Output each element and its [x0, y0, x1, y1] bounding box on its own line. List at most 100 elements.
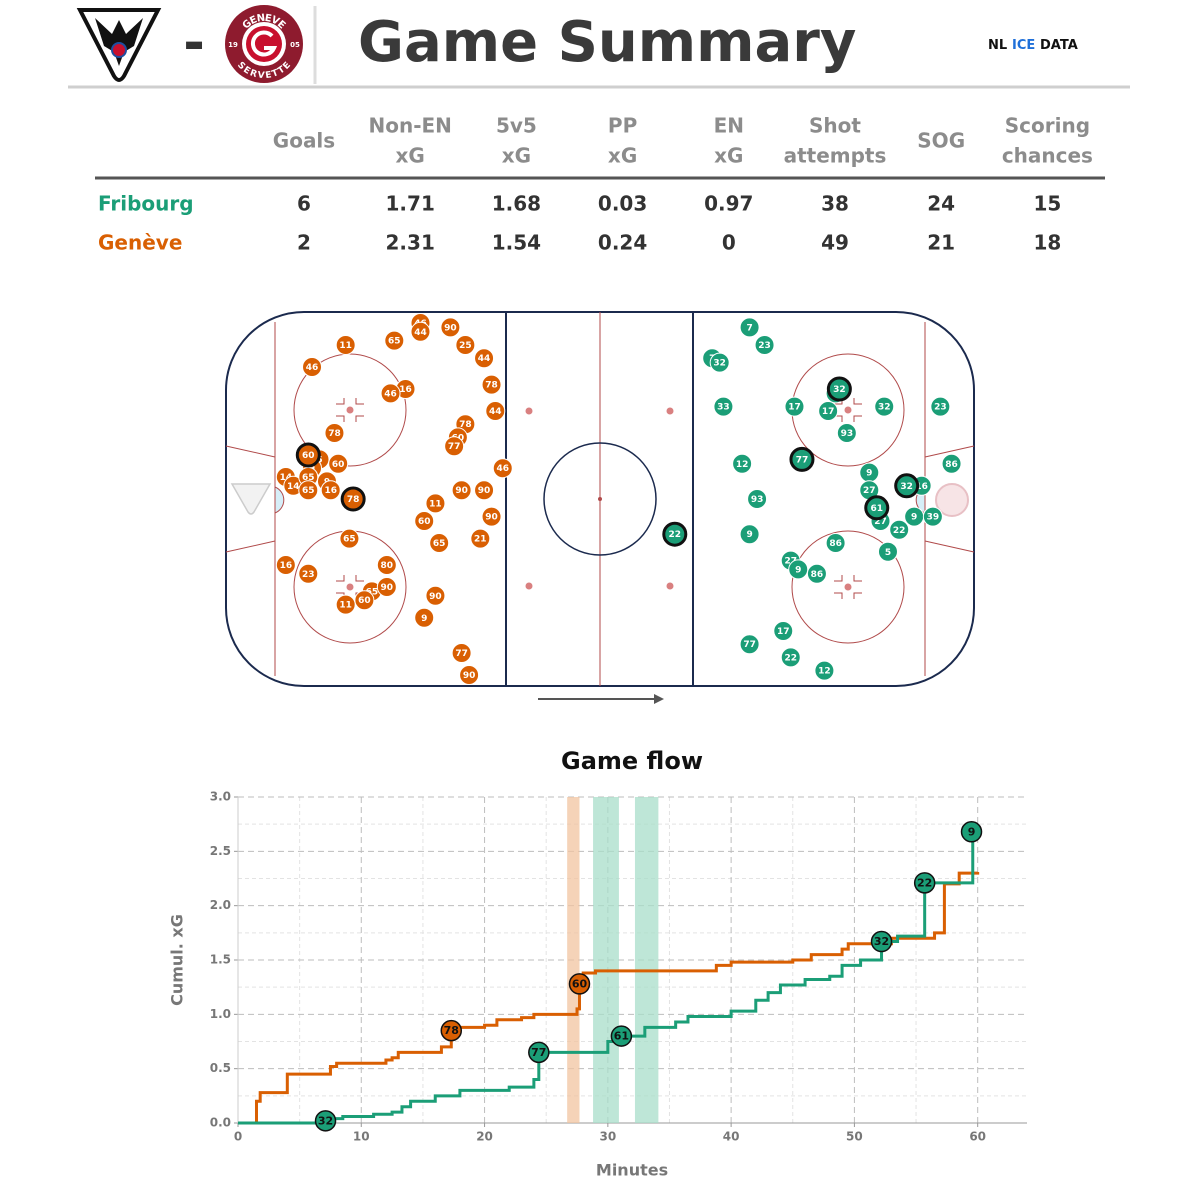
shot-label: 14 — [280, 473, 293, 483]
shot: 22 — [889, 519, 910, 540]
goal-dot — [610, 1025, 633, 1047]
shot-label: 61 — [870, 504, 883, 514]
shot-dot — [941, 453, 962, 474]
shot: 46 — [302, 357, 323, 377]
shot-dot — [709, 352, 730, 373]
shot-dot — [339, 528, 360, 549]
goal-dot — [528, 1041, 550, 1064]
shot-dot — [444, 436, 465, 457]
shot-dot — [739, 317, 760, 338]
direction-arrowhead — [654, 694, 664, 704]
shot-label: 86 — [811, 570, 824, 580]
shot-label: 32 — [713, 359, 726, 369]
goal-dot — [440, 1019, 463, 1042]
shot-label: 22 — [784, 653, 797, 663]
goal-dot — [314, 1110, 337, 1132]
shot-label: 12 — [736, 460, 749, 470]
shot-dot — [836, 423, 857, 443]
logo-emblem — [111, 42, 127, 58]
goal-label: 61 — [614, 1030, 629, 1043]
shot: 23 — [930, 396, 951, 417]
shot-dot — [302, 357, 323, 377]
goal-dot — [913, 872, 936, 894]
game-flow-chart: 0.0 0.5 1.0 1.5 2.0 2.5 3.0 0 10 20 30 40 50 60 78 60 32… — [210, 790, 1027, 1144]
shot-label: 23 — [934, 403, 947, 413]
shot-label: 60 — [358, 596, 371, 606]
shot: 9 — [739, 524, 760, 545]
shot: 44 — [474, 348, 495, 369]
table-cell: 24 — [927, 192, 955, 216]
shot: 44 — [485, 401, 506, 421]
shot-label: 46 — [496, 464, 509, 474]
shot-label: 16 — [915, 482, 928, 492]
x-tick-label: 40 — [723, 1130, 740, 1144]
shot-label: 9 — [746, 530, 752, 540]
brand-part: ICE — [1012, 38, 1035, 53]
summary-table: Goals Non-EN xG 5v5 xG PP xG EN xG Shot attempts SO… — [95, 114, 1105, 255]
shot-label: 32 — [833, 385, 846, 395]
shot-dot — [455, 335, 476, 355]
shot-dot — [788, 559, 809, 580]
shot-dot — [474, 480, 495, 501]
shot-dot — [922, 506, 943, 527]
shot-label: 11 — [339, 601, 352, 611]
shot: 23 — [298, 563, 319, 584]
shot-label: 17 — [822, 407, 835, 417]
y-tick-label: 3.0 — [210, 790, 231, 804]
shot-dot — [930, 396, 951, 417]
table-cell: 21 — [927, 231, 955, 255]
shot-dot — [739, 524, 760, 545]
column-header: Non-EN — [368, 114, 451, 138]
shot: 32 — [874, 396, 895, 417]
shot: 65 — [429, 533, 450, 553]
shot: 17 — [818, 401, 839, 421]
shot: 23 — [754, 335, 775, 355]
shot: 90 — [376, 577, 397, 597]
shot-dot — [429, 533, 450, 553]
shot-label: 27 — [784, 557, 797, 567]
shot-dot — [414, 511, 435, 531]
logo-text: GENEVE — [241, 13, 288, 32]
column-header: xG — [714, 144, 743, 168]
shot: 93 — [747, 489, 768, 509]
shot-dot — [877, 541, 898, 562]
shot-dot — [384, 330, 405, 351]
faceoff-dot — [666, 582, 674, 590]
shot-dot — [440, 317, 461, 338]
shot-label: 78 — [485, 381, 498, 391]
shot-dot — [451, 643, 472, 663]
shot-label: 77 — [448, 442, 461, 452]
separator: - — [183, 13, 205, 73]
shot: 33 — [713, 396, 734, 417]
faceoff-dot — [844, 406, 852, 414]
shot-label: 90 — [463, 671, 476, 681]
column-header: xG — [502, 144, 531, 168]
shot-label: 17 — [788, 403, 801, 413]
y-tick-label: 0.5 — [210, 1061, 231, 1075]
shot-dot — [320, 480, 341, 501]
shot: 90 — [425, 585, 446, 606]
column-header: xG — [608, 144, 637, 168]
shot-label: 78 — [328, 429, 341, 439]
shot: 7 — [739, 317, 760, 338]
shot-dot — [874, 396, 895, 417]
shot-label: 65 — [302, 473, 315, 483]
shot-label: 16 — [399, 385, 412, 395]
shot-dot — [481, 506, 502, 527]
goal-label: 60 — [572, 977, 588, 990]
table-cell: 49 — [821, 231, 849, 255]
shot-label: 39 — [927, 513, 940, 523]
goal-label: 77 — [531, 1046, 546, 1059]
column-header: xG — [396, 144, 425, 168]
shot-label: 86 — [829, 539, 842, 549]
shot-label: 17 — [777, 627, 790, 637]
series-line — [238, 831, 975, 1125]
shot: 78 — [324, 423, 345, 443]
shot: 77 — [451, 643, 472, 663]
shot-dot — [739, 634, 760, 655]
goal-shot: 22 — [662, 521, 688, 547]
shot-label: 44 — [478, 354, 491, 364]
shot-label: 93 — [751, 495, 764, 505]
goal-marker: 9 — [960, 821, 983, 843]
home-logo — [76, 8, 162, 82]
